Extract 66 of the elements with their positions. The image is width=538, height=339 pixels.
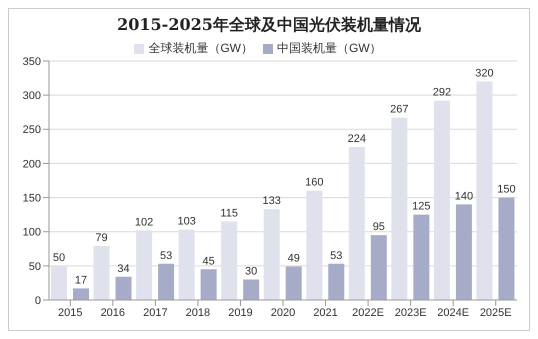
data-label: 224 bbox=[348, 133, 366, 146]
bar bbox=[328, 264, 344, 300]
data-label: 45 bbox=[202, 255, 215, 268]
legend-label: 全球装机量（GW） bbox=[148, 41, 253, 55]
data-label: 320 bbox=[475, 67, 494, 80]
bar bbox=[476, 81, 492, 300]
data-label: 125 bbox=[412, 200, 431, 213]
x-tick-label: 2022E bbox=[352, 306, 384, 319]
bar bbox=[73, 288, 89, 300]
bar bbox=[221, 221, 238, 300]
bar bbox=[434, 100, 450, 300]
x-tick-label: 2016 bbox=[100, 306, 126, 319]
data-label: 95 bbox=[372, 221, 385, 234]
y-tick-label: 350 bbox=[22, 56, 41, 68]
y-tick-label: 100 bbox=[22, 226, 41, 239]
data-label: 102 bbox=[134, 216, 154, 228]
bar bbox=[498, 198, 514, 300]
bar bbox=[264, 209, 280, 300]
x-tick-label: 2015 bbox=[58, 306, 83, 319]
bar bbox=[391, 118, 408, 300]
x-tick-label: 2017 bbox=[143, 306, 168, 319]
x-tick-label: 2024E bbox=[437, 306, 470, 319]
bar bbox=[306, 190, 322, 300]
data-label: 103 bbox=[177, 216, 196, 228]
x-tick-label: 2019 bbox=[228, 306, 253, 319]
y-tick-label: 0 bbox=[34, 294, 41, 307]
data-label: 79 bbox=[95, 232, 108, 244]
x-tick-label: 2018 bbox=[186, 306, 210, 319]
y-tick-label: 300 bbox=[22, 90, 41, 102]
bar bbox=[51, 266, 67, 300]
bar bbox=[200, 269, 217, 300]
data-label: 115 bbox=[220, 207, 238, 220]
chart-title: 2015-2025年全球及中国光伏装机量情况 bbox=[116, 14, 422, 36]
data-label: 17 bbox=[74, 274, 88, 286]
bar bbox=[178, 230, 195, 300]
data-label: 50 bbox=[52, 252, 66, 264]
bar bbox=[413, 214, 430, 300]
data-label: 150 bbox=[497, 184, 516, 196]
data-label: 53 bbox=[160, 250, 172, 262]
y-tick-label: 150 bbox=[22, 192, 41, 204]
x-tick-label: 2020 bbox=[270, 306, 296, 319]
y-tick-label: 50 bbox=[28, 260, 41, 273]
data-label: 53 bbox=[330, 250, 342, 262]
x-tick-label: 2023E bbox=[394, 306, 427, 319]
y-tick-label: 250 bbox=[22, 124, 41, 136]
bar bbox=[286, 266, 302, 300]
bar bbox=[94, 246, 110, 300]
x-tick-label: 2021 bbox=[313, 306, 338, 319]
data-label: 133 bbox=[262, 195, 281, 208]
data-label: 140 bbox=[454, 190, 474, 202]
bar bbox=[116, 276, 132, 300]
data-label: 34 bbox=[117, 262, 130, 275]
data-label: 49 bbox=[288, 252, 300, 265]
data-label: 292 bbox=[432, 86, 452, 99]
x-tick-label: 2025E bbox=[480, 306, 512, 319]
legend-label: 中国装机量（GW） bbox=[277, 41, 382, 55]
bar bbox=[158, 264, 174, 300]
bar bbox=[456, 204, 472, 300]
y-tick-label: 200 bbox=[22, 158, 41, 170]
data-label: 30 bbox=[245, 266, 258, 278]
bar bbox=[243, 280, 260, 300]
data-label: 160 bbox=[305, 176, 324, 189]
bar bbox=[348, 147, 365, 300]
bar bbox=[136, 230, 152, 300]
data-label: 267 bbox=[390, 104, 409, 116]
bar bbox=[370, 235, 387, 300]
